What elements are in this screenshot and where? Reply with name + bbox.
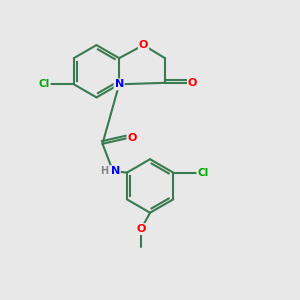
Text: O: O [136,224,146,234]
Text: N: N [111,166,120,176]
Text: Cl: Cl [197,168,208,178]
Text: H: H [100,166,108,176]
Text: N: N [115,79,124,89]
Text: O: O [139,40,148,50]
Text: O: O [188,78,197,88]
Text: O: O [128,134,137,143]
Text: Cl: Cl [38,79,50,89]
